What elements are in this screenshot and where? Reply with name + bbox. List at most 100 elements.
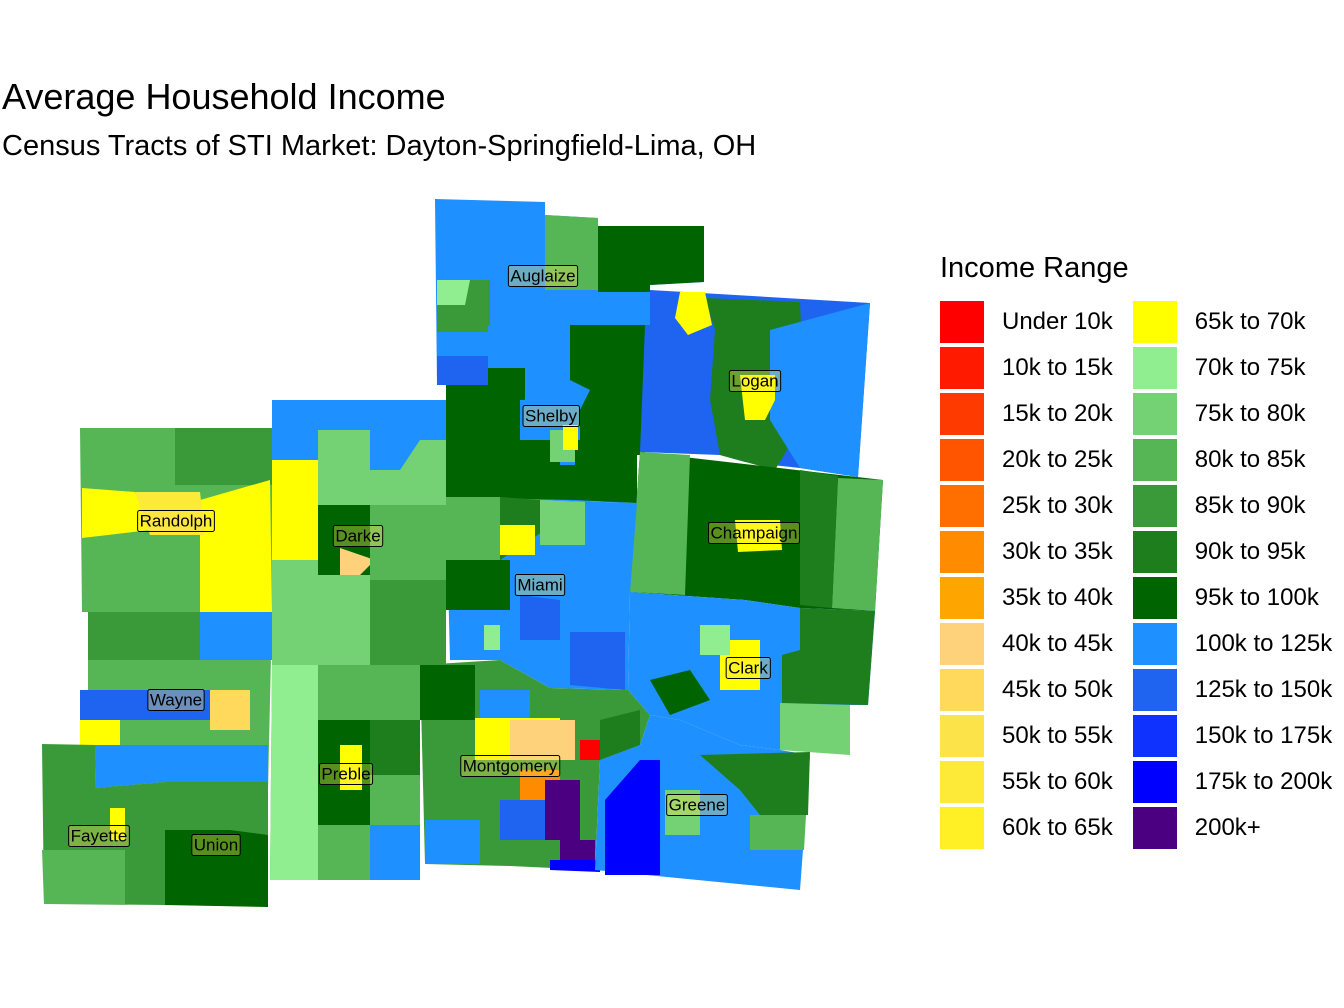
- county-name: Clark: [728, 659, 768, 678]
- county-label-box: [318, 763, 374, 785]
- legend-item: 10k to 15k: [940, 345, 1113, 391]
- legend-swatch: [1132, 715, 1177, 757]
- county-label-preble: Preble: [318, 763, 374, 785]
- legend-item: 200k+: [1132, 805, 1332, 851]
- legend-swatch: [940, 669, 984, 711]
- county-label-wayne: Wayne: [147, 689, 205, 711]
- legend-label: 85k to 90k: [1194, 492, 1306, 519]
- map-subtitle: Census Tracts of STI Market: Dayton-Spri…: [2, 130, 757, 162]
- legend-item: 45k to 50k: [940, 667, 1113, 713]
- legend-label: 15k to 20k: [1002, 400, 1113, 427]
- county-name: Fayette: [71, 827, 128, 846]
- legend-swatch: [940, 531, 984, 573]
- county-union[interactable]: [165, 782, 268, 907]
- county-label-champaign: Champaign: [708, 522, 800, 544]
- county-label-union: Union: [191, 834, 241, 856]
- county-name: Darke: [335, 527, 380, 546]
- legend-label: 65k to 70k: [1194, 308, 1306, 335]
- legend-item: 95k to 100k: [1132, 575, 1332, 621]
- legend-swatch: [940, 577, 984, 619]
- county-name: Montgomery: [463, 757, 558, 776]
- legend-label: Under 10k: [1002, 308, 1113, 335]
- choropleth-map: Auglaize Shelby Logan Randolph Darke Champaig…: [42, 199, 883, 907]
- legend-swatch: [1132, 301, 1177, 343]
- county-miami[interactable]: [446, 497, 637, 690]
- legend-item: Under 10k: [940, 299, 1113, 345]
- legend-label: 60k to 65k: [1002, 814, 1113, 841]
- legend-swatch: [940, 807, 984, 849]
- county-wayne[interactable]: [80, 612, 272, 790]
- county-label-box: [725, 657, 771, 679]
- county-label-montgomery: Montgomery: [460, 755, 561, 777]
- legend-swatch: [940, 439, 984, 481]
- county-preble[interactable]: [270, 665, 420, 880]
- county-fayette[interactable]: [42, 744, 165, 905]
- county-name: Champaign: [711, 524, 798, 543]
- legend-item: 30k to 35k: [940, 529, 1113, 575]
- legend-swatch: [1132, 531, 1177, 573]
- legend-swatch: [1132, 669, 1177, 711]
- legend-label: 200k+: [1194, 814, 1261, 841]
- county-darke[interactable]: [272, 400, 446, 665]
- legend-item: 125k to 150k: [1132, 667, 1333, 713]
- county-auglaize[interactable]: [435, 199, 704, 385]
- legend-item: 65k to 70k: [1132, 299, 1332, 345]
- legend-label: 20k to 25k: [1002, 446, 1113, 473]
- legend-swatch: [940, 393, 984, 435]
- county-label-box: [147, 689, 205, 711]
- legend-label: 10k to 15k: [1002, 354, 1113, 381]
- legend-item: 55k to 60k: [940, 759, 1113, 805]
- county-label-shelby: Shelby: [522, 405, 580, 427]
- county-clark[interactable]: [628, 592, 875, 755]
- county-name: Greene: [669, 796, 726, 815]
- county-label-auglaize: Auglaize: [507, 265, 579, 287]
- county-label-darke: Darke: [332, 525, 384, 547]
- legend-item: 50k to 55k: [940, 713, 1113, 759]
- legend-label: 55k to 60k: [1002, 768, 1113, 795]
- county-label-fayette: Fayette: [68, 825, 130, 847]
- legend-swatch: [1132, 393, 1177, 435]
- legend-label: 50k to 55k: [1002, 722, 1113, 749]
- county-name: Wayne: [150, 691, 202, 710]
- legend-label: 30k to 35k: [1002, 538, 1113, 565]
- county-label-box: [332, 525, 384, 547]
- county-name: Miami: [517, 576, 562, 595]
- legend-label: 40k to 45k: [1002, 630, 1113, 657]
- legend-item: 60k to 65k: [940, 805, 1113, 851]
- legend-swatch: [940, 347, 984, 389]
- legend-label: 125k to 150k: [1194, 676, 1333, 703]
- legend-item: 100k to 125k: [1132, 621, 1332, 667]
- legend-swatch: [940, 715, 984, 757]
- county-champaign[interactable]: [630, 452, 883, 611]
- county-label-randolph: Randolph: [137, 510, 215, 532]
- county-greene[interactable]: [595, 710, 810, 890]
- legend-item: 150k to 175k: [1132, 713, 1333, 759]
- county-randolph[interactable]: [80, 428, 272, 612]
- county-label-box: [708, 522, 800, 544]
- legend-label: 70k to 75k: [1194, 354, 1306, 381]
- legend-swatch: [1132, 761, 1177, 803]
- county-label-box: [68, 825, 130, 847]
- county-shelby[interactable]: [446, 325, 645, 503]
- legend-swatch: [940, 301, 984, 343]
- county-label-box: [460, 755, 561, 777]
- county-label-box: [514, 574, 566, 596]
- county-labels: Auglaize Shelby Logan Randolph Darke Champaig…: [68, 265, 800, 856]
- legend-item: 175k to 200k: [1132, 759, 1332, 805]
- county-name: Logan: [731, 372, 778, 391]
- legend-item: 85k to 90k: [1132, 483, 1332, 529]
- county-name: Union: [194, 836, 238, 855]
- county-name: Randolph: [140, 512, 213, 531]
- legend-item: 15k to 20k: [940, 391, 1113, 437]
- county-label-box: [137, 510, 215, 532]
- county-name: Shelby: [525, 407, 577, 426]
- legend-swatch: [1132, 439, 1177, 481]
- legend-item: 25k to 30k: [940, 483, 1113, 529]
- county-logan[interactable]: [640, 290, 870, 477]
- county-label-miami: Miami: [514, 574, 566, 596]
- county-name: Auglaize: [510, 267, 575, 286]
- county-montgomery[interactable]: [420, 660, 650, 872]
- legend-label: 150k to 175k: [1194, 722, 1333, 749]
- legend-item: 75k to 80k: [1132, 391, 1332, 437]
- legend-column-1: Under 10k 10k to 15k 15k to 20k 20k to 25k 2…: [940, 299, 1113, 851]
